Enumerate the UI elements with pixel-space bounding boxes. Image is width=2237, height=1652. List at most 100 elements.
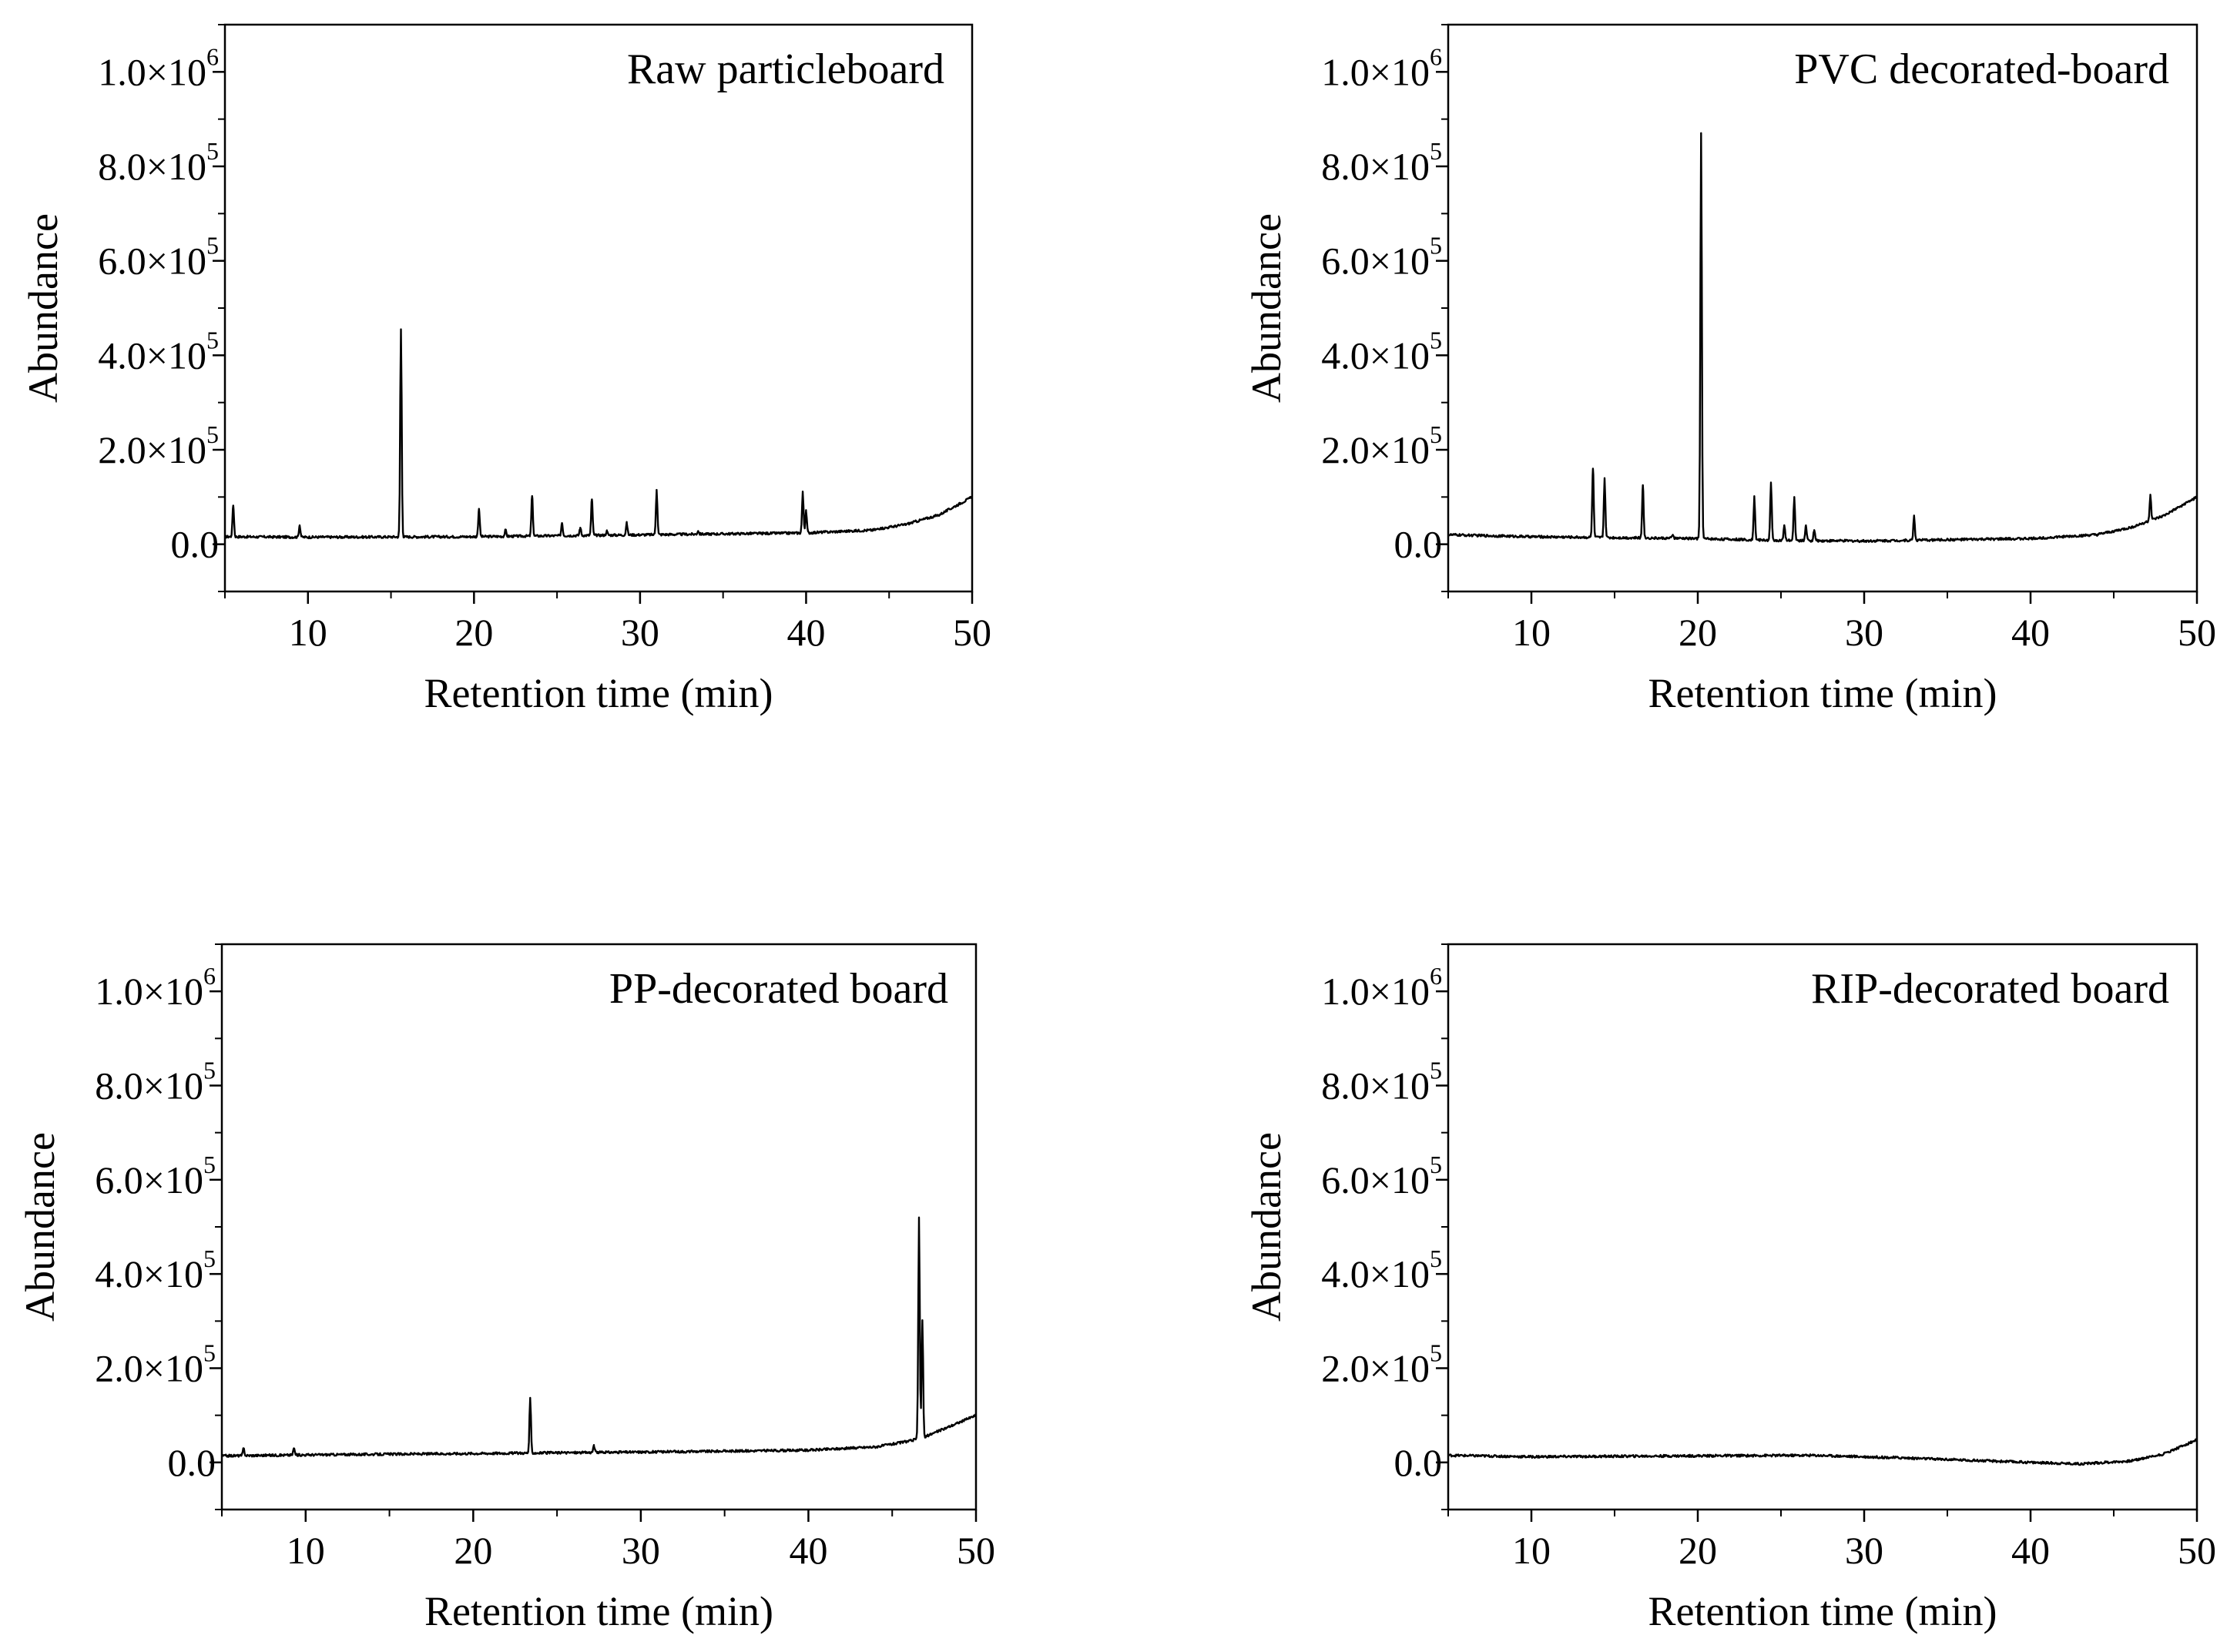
peak-point [880,527,882,529]
x-tick-label: 10 [289,611,327,654]
chart-panel-3: 10 20 30 40 50 0.0 2.0×105 4.0×105 6.0×105 8.0×10… [17,943,995,1634]
y-tick-label: 8.0×105 [98,137,219,188]
y-tick-label: 2.0×105 [1321,1339,1442,1390]
peak-point [1793,496,1796,498]
peak-point [400,328,402,330]
panel-title: RIP-decorated board [1811,965,2169,1013]
x-tick-label: 30 [1845,1529,1883,1572]
peak-point [591,498,593,501]
peak-point [1642,484,1644,486]
y-tick-label: 0.0 [171,523,220,566]
chromatogram-trace [220,1216,978,1458]
y-tick-label: 8.0×105 [1321,1057,1442,1107]
y-tick-label: 0.0 [168,1441,216,1484]
peak-point [1770,481,1772,484]
y-axis-title: Abundance [1243,213,1290,403]
x-tick-label: 50 [957,1529,995,1572]
peak-point [293,1447,295,1449]
panel-title: PVC decorated-board [1794,45,2169,93]
peak-point [805,510,807,512]
plot-frame [223,23,974,593]
peak-point [918,1216,921,1218]
y-axis-title: Abundance [17,1132,63,1322]
y-tick-label: 8.0×105 [95,1057,216,1107]
y-tick-label: 6.0×105 [98,232,219,283]
peak-point [243,1447,245,1449]
peak-point [505,529,507,531]
x-axis-title: Retention time (min) [424,1588,773,1634]
x-tick-label: 10 [1512,611,1551,654]
peak-point [1805,524,1807,527]
peak-point [232,504,234,507]
x-tick-label: 50 [2178,1529,2216,1572]
y-tick-label: 2.0×105 [1321,421,1442,471]
chart-panel-4: 10 20 30 40 50 0.0 2.0×105 4.0×105 6.0×105 8.0×10… [1243,943,2216,1634]
peak-point [1753,496,1756,498]
y-tick-label: 4.0×105 [1321,326,1442,377]
peak-point [656,489,658,491]
x-tick-label: 10 [287,1529,325,1572]
x-tick-label: 40 [786,611,825,654]
y-tick-label: 1.0×106 [95,962,216,1013]
peak-point [697,530,699,532]
chromatogram-trace [1447,132,2198,544]
plot-frame [1447,943,2198,1511]
peak-point [1591,467,1594,470]
peak-point [531,495,533,498]
x-tick-label: 40 [2011,1529,2050,1572]
x-tick-label: 20 [1679,1529,1717,1572]
x-tick-label: 20 [454,1529,492,1572]
x-tick-label: 10 [1512,1529,1551,1572]
x-tick-label: 30 [622,1529,660,1572]
y-tick-label: 4.0×105 [1321,1245,1442,1295]
chromatogram-trace [1447,1438,2198,1466]
x-axis-title: Retention time (min) [424,670,773,716]
plot-frame [220,943,978,1511]
y-axis-title: Abundance [1243,1132,1290,1322]
chart-panel-1: 10 20 30 40 50 0.0 2.0×105 4.0×105 6.0×105 8.0×10… [20,23,991,716]
x-tick-label: 20 [454,611,493,654]
chromatogram-trace [224,328,974,540]
peak-point [1913,514,1915,517]
y-tick-label: 6.0×105 [1321,232,1442,283]
peak-point [1783,524,1786,527]
x-axis-title: Retention time (min) [1648,670,1997,716]
peak-point [802,491,804,494]
y-tick-label: 1.0×106 [1321,42,1442,93]
peak-point [2149,494,2151,496]
peak-point [478,508,480,510]
y-tick-label: 8.0×105 [1321,137,1442,188]
peak-point [921,1320,924,1322]
peak-point [605,530,608,532]
x-tick-label: 50 [953,611,991,654]
x-tick-label: 40 [789,1529,827,1572]
peak-point [529,1398,532,1400]
y-tick-label: 0.0 [1394,523,1443,566]
y-tick-label: 4.0×105 [95,1245,216,1295]
peak-point [579,527,582,529]
chart-panel-2: 10 20 30 40 50 0.0 2.0×105 4.0×105 6.0×105 8.0×10… [1243,23,2216,716]
y-axis-title: Abundance [20,213,66,403]
y-tick-label: 1.0×106 [1321,962,1442,1013]
peak-point [1813,529,1816,531]
x-tick-label: 50 [2178,611,2216,654]
peak-point [625,522,628,524]
x-tick-label: 30 [1845,611,1883,654]
peak-point [299,524,300,527]
plot-frame [1447,23,2198,593]
peak-point [592,1445,595,1447]
y-tick-label: 2.0×105 [95,1339,216,1390]
x-tick-label: 30 [621,611,659,654]
peak-point [561,522,563,524]
x-tick-label: 40 [2011,611,2050,654]
y-tick-label: 6.0×105 [95,1151,216,1201]
x-tick-label: 20 [1679,611,1717,654]
peak-point [1672,534,1674,536]
peak-point [1604,477,1606,479]
panel-title: Raw particleboard [627,45,944,93]
y-tick-label: 1.0×106 [98,42,219,93]
x-axis-title: Retention time (min) [1648,1588,1997,1634]
y-tick-label: 4.0×105 [98,326,219,377]
y-tick-label: 2.0×105 [98,421,219,471]
